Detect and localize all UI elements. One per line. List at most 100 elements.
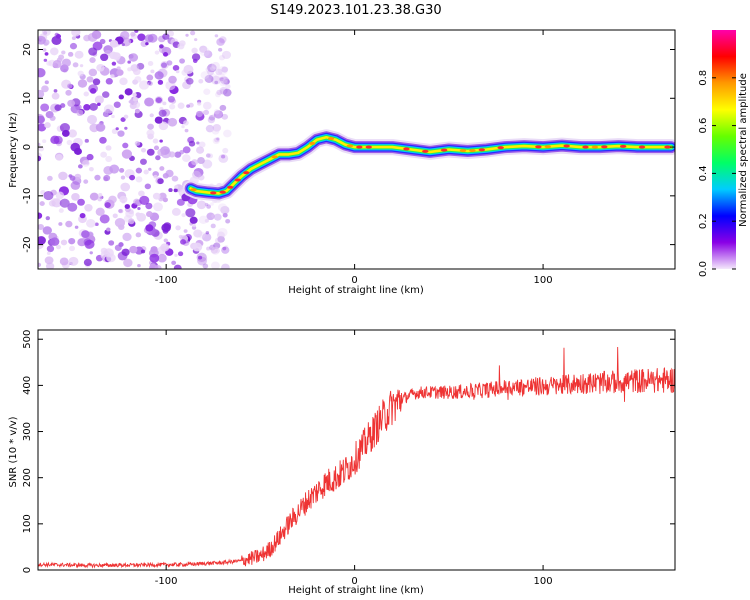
spectrogram-noise-blob [38,236,46,245]
spectrogram-noise-blob [209,244,216,251]
spectrogram-noise-blob [137,33,146,42]
spectrogram-noise-blob [213,109,220,115]
spectrogram-noise-blob [135,167,143,174]
spectrogram-noise-blob [206,204,211,209]
spectrogram-noise-blob [174,185,179,189]
spectrogram-noise-blob [222,246,227,251]
spectrogram-noise-blob [210,261,220,269]
spectrogram-noise-blob [124,88,133,96]
spectrogram-noise-blob [217,231,225,239]
spectrogram-noise-blob [177,251,184,257]
spectrogram-noise-blob [216,137,220,141]
spectrogram-noise-blob [83,179,89,184]
spectrogram-noise-blob [54,104,62,111]
spectrogram-noise-blob [163,52,169,57]
spectrogram-noise-blob [120,175,126,180]
spectrogram-noise-blob [167,117,178,127]
spectrogram-noise-blob [149,253,160,263]
spectrogram-noise-blob [219,78,228,87]
spectrogram-noise-blob [51,92,60,100]
snr-series-line [38,347,675,569]
spectrogram-noise-blob [169,103,176,110]
spectrogram-noise-blob [71,193,80,201]
spectrogram-noise-blob [49,237,60,246]
spectrogram-noise-blob [56,244,62,250]
spectrogram-noise-blob [200,71,210,80]
snr-y-tick-label: 0 [22,567,33,573]
spectrogram-noise-blob [43,58,48,62]
signal-track-peak [365,145,372,149]
spectrogram-noise-blob [120,182,131,192]
spectrogram-noise-blob [68,237,76,245]
spectrogram-noise-blob [89,102,98,111]
spectrogram-noise-blob [197,156,205,165]
signal-track-peak [327,137,335,141]
signal-track-peak [227,185,234,189]
spectrogram-noise-blob [43,190,54,201]
spectrogram-noise-blob [68,174,73,178]
spectrogram-noise-blob [207,63,217,73]
spectrogram-noise-blob [204,74,214,83]
spectrogram-noise-blob [103,104,115,114]
snr-x-tick-label: 0 [351,576,357,587]
spectrogram-x-tick-label: -100 [155,275,178,286]
spectrogram-noise-blob [177,102,185,109]
spectrogram-noise-blob [158,121,169,131]
spectrogram-noise-blob [217,66,228,76]
spectrogram-noise-blob [147,33,158,43]
colorbar-tick-label: 0.8 [698,70,709,86]
signal-track-peak [243,171,250,175]
spectrogram-noise-blob [38,224,45,231]
spectrogram-noise-blob [197,101,202,106]
spectrogram-noise-blob [49,47,59,56]
spectrogram-noise-blob [103,174,111,182]
spectrogram-noise-blob [192,242,203,252]
spectrogram-noise-blob [147,61,154,66]
spectrogram-noise-blob [199,45,208,53]
spectrogram-noise-blob [154,50,160,55]
signal-track-peak [210,191,217,195]
signal-track-peak [234,178,241,182]
spectrogram-noise-blob [38,123,47,132]
spectrogram-noise-blob [141,147,147,153]
spectrogram-noise-blob [173,264,182,269]
spectrogram-noise-blob [219,88,226,95]
spectrogram-noise-blob [210,66,216,71]
spectrogram-noise-blob [58,208,64,213]
spectrogram-noise-blob [127,60,131,64]
spectrogram-noise-blob [44,52,49,56]
spectrogram-noise-blob [118,242,124,247]
spectrogram-noise-blob [150,69,155,74]
spectrogram-noise-blob [219,87,228,95]
spectrogram-noise-blob [207,69,214,76]
spectrogram-noise-blob [205,66,212,73]
spectrogram-noise-blob [174,151,182,158]
signal-track-peak [582,145,589,149]
spectrogram-noise-blob [180,239,187,245]
signal-track-peak [356,145,363,149]
spectrogram-noise-blob [106,227,111,232]
spectrogram-noise-blob [47,175,53,181]
spectrogram-noise-blob [132,96,139,102]
spectrogram-noise-blob [77,164,83,169]
spectrogram-noise-blob [124,204,131,209]
signal-track-peak [271,155,278,159]
spectrogram-noise-blob [100,53,109,62]
spectrogram-noise-blob [207,116,216,124]
spectrogram-noise-blob [128,218,135,225]
spectrogram-noise-blob [137,207,141,211]
spectrogram-noise-blob [116,66,121,71]
spectrogram-noise-blob [175,69,180,74]
spectrogram-noise-blob [38,115,45,124]
spectrogram-noise-blob [123,114,129,119]
spectrogram-noise-blob [215,72,226,82]
snr-panel: -100 0 100 0 100 200 300 400 500 Height of strai… [8,329,676,596]
spectrogram-noise-blob [175,225,181,231]
signal-track-peak [403,147,410,151]
spectrogram-noise-blob [94,95,104,104]
spectrogram-noise-blob [127,67,132,72]
spectrogram-noise-blob [44,256,54,265]
spectrogram-noise-blob [95,123,106,132]
spectrogram-noise-blob [214,137,220,143]
